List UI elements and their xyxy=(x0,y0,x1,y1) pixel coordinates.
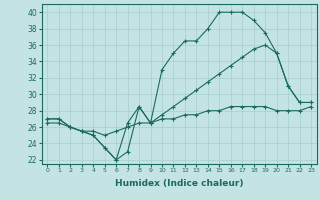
X-axis label: Humidex (Indice chaleur): Humidex (Indice chaleur) xyxy=(115,179,244,188)
